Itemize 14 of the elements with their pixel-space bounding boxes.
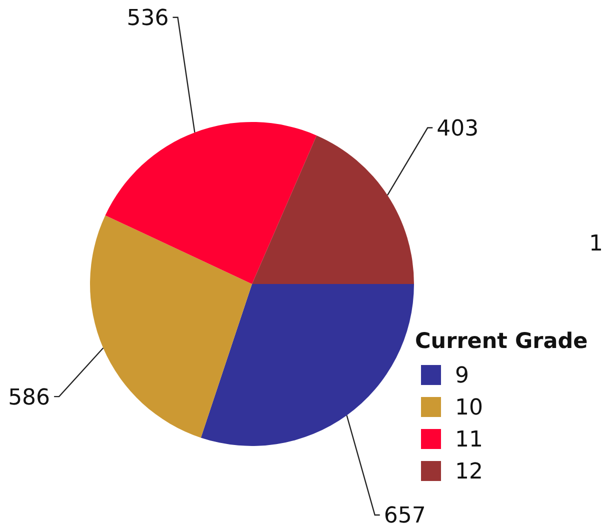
- data-label: 403: [436, 116, 479, 142]
- pie-slice: [90, 215, 252, 438]
- data-label: 536: [126, 6, 169, 32]
- text: 1: [589, 232, 603, 257]
- pie-slice: [252, 135, 414, 284]
- legend-label: 10: [455, 396, 483, 421]
- data-label: 657: [384, 504, 426, 529]
- pie-slice: [200, 284, 414, 446]
- legend-label: 9: [455, 364, 469, 389]
- legend-label: 11: [455, 428, 483, 453]
- legend-title: Current Grade: [415, 329, 588, 354]
- data-label: 586: [8, 385, 50, 410]
- legend-label: 12: [455, 460, 483, 485]
- pie-slice: [105, 122, 317, 284]
